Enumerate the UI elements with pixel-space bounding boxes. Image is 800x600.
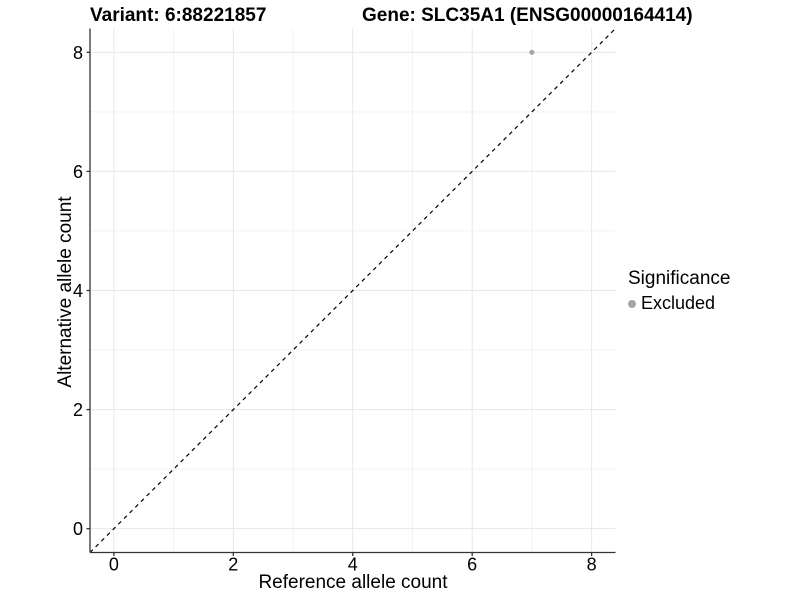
y-tick-label: 8 [73,43,83,63]
identity-line [89,28,616,553]
y-tick-label: 2 [73,400,83,420]
legend-title: Significance [628,268,731,289]
plot-title-gene: Gene: SLC35A1 (ENSG00000164414) [362,5,693,26]
data-points-group [529,49,535,55]
legend-item-excluded: Excluded [628,293,730,314]
tick-marks-group [86,51,593,556]
legend-item-label: Excluded [641,293,716,313]
y-tick-label: 6 [73,162,83,182]
x-tick-label: 4 [348,555,358,575]
x-tick-label: 2 [228,555,238,575]
tick-labels-group: 0 2 4 6 8 0 2 4 6 8 [73,43,597,575]
x-tick-label: 0 [109,555,119,575]
x-tick-label: 6 [467,555,477,575]
x-axis-title: Reference allele count [258,572,448,593]
y-tick-label: 0 [73,519,83,539]
plot-title-variant: Variant: 6:88221857 [90,5,267,26]
identity-dashed-line [89,28,616,553]
legend: Significance Excluded [628,268,730,314]
y-axis-title: Alternative allele count [55,196,76,388]
data-point [529,49,535,55]
y-tick-label: 4 [73,281,83,301]
excluded-marker-icon [628,299,636,308]
x-tick-label: 8 [587,555,597,575]
